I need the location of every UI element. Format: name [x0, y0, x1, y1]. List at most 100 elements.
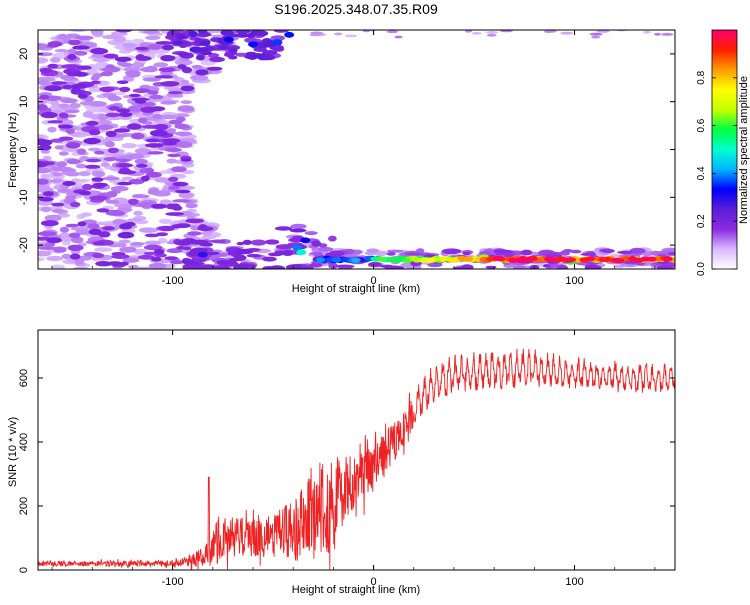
spectrogram-cell — [168, 185, 180, 191]
spectrogram-cell — [246, 253, 262, 258]
spectrogram-cell — [386, 252, 396, 256]
spectrogram-cell — [151, 203, 168, 209]
spectrogram-cell — [76, 65, 92, 70]
spectrogram-cell — [103, 53, 119, 59]
spectrogram-cell — [44, 214, 62, 222]
spectrogram-cell — [140, 175, 150, 182]
spectrogram-cell — [164, 147, 182, 152]
spectrogram-cell — [92, 57, 110, 63]
spectrogram-cell — [131, 62, 145, 68]
colorbar: 0.0 0.2 0.4 0.6 0.8 Normalized spectral ampl… — [696, 29, 750, 276]
snr-axes: -100 0 100 0 200 400 600 — [18, 330, 675, 588]
spectrogram-cell — [264, 239, 280, 245]
spectrogram-cell — [134, 148, 152, 155]
snr-y-tick-label: 0 — [18, 567, 30, 573]
spectrogram-cell — [100, 71, 114, 77]
colorbar-gradient — [712, 30, 737, 269]
spectrogram-cell — [70, 236, 84, 244]
spectrogram-cell — [102, 34, 121, 40]
spectrogram-cell — [39, 246, 56, 250]
spectrogram-cell — [601, 248, 615, 254]
spectrogram-cell — [149, 94, 164, 100]
figure-title: S196.2025.348.07.35.R09 — [274, 1, 438, 17]
spectrogram-cell — [479, 251, 491, 256]
spectrogram-cell — [148, 262, 167, 269]
spectrogram-cell — [134, 99, 147, 104]
spectrogram-cell — [200, 51, 213, 56]
spectrogram-cell — [589, 32, 603, 36]
spectrogram-cell — [262, 266, 274, 269]
spectrogram-cell — [180, 85, 195, 92]
spectrogram-cell — [173, 113, 190, 118]
spectrogram-cell — [89, 195, 108, 201]
spectrogram-cell — [104, 141, 115, 148]
spectrogram-cell — [38, 43, 49, 50]
spectrogram-cell — [105, 112, 120, 118]
spectrogram-cell — [68, 232, 81, 239]
spectrogram-cell — [92, 252, 105, 259]
spectrogram-cell — [104, 116, 124, 121]
spectrogram-cell — [127, 105, 145, 112]
spectrogram-cell — [119, 223, 132, 230]
spectrogram-cell — [76, 148, 87, 155]
spectrogram-cell — [159, 114, 178, 120]
spectrogram-y-tick-label: 0 — [18, 146, 30, 152]
spectrogram-cell — [93, 182, 108, 187]
spectrogram-cell — [190, 74, 209, 81]
snr-plot-area — [38, 330, 675, 570]
spectrogram-cell — [180, 158, 192, 162]
spectrogram-cell — [121, 176, 134, 181]
spectrogram-cell — [83, 137, 101, 145]
spectrogram-cell — [234, 254, 247, 261]
spectrogram-cell — [617, 250, 633, 254]
spectrogram-cell — [165, 212, 185, 216]
spectrogram-cell — [137, 117, 148, 124]
spectrogram-cell — [209, 56, 225, 63]
spectrogram-cell — [168, 176, 179, 182]
spectrogram-y-axis-label: Frequency (Hz) — [7, 112, 19, 188]
spectrogram-cell — [174, 59, 193, 66]
spectrogram-cell — [471, 32, 482, 35]
spectrogram-cell — [366, 248, 380, 253]
spectrogram-cell — [91, 170, 106, 177]
snr-series-line — [38, 348, 675, 570]
snr-series-group — [38, 348, 675, 570]
spectrogram-cell — [162, 141, 178, 146]
snr-y-tick-label: 400 — [18, 433, 30, 451]
spectrogram-cell — [643, 30, 651, 34]
spectrogram-cell — [38, 257, 45, 261]
spectrogram-cell — [38, 178, 49, 185]
snr-x-tick-label: -100 — [162, 576, 184, 588]
spectrogram-cell — [270, 35, 286, 41]
spectrogram-cell — [299, 266, 314, 269]
spectrogram-cell — [228, 55, 238, 60]
spectrogram-cell — [108, 106, 120, 111]
spectrogram-cell — [51, 202, 65, 207]
spectrogram-cell — [72, 45, 90, 50]
spectrogram-cell — [53, 248, 67, 253]
spectrogram-cell — [69, 102, 81, 109]
spectrogram-cell — [118, 239, 131, 244]
spectrogram-cell — [154, 248, 165, 255]
spectrogram-cell — [77, 93, 88, 99]
spectrogram-cell — [191, 64, 203, 69]
spectrogram-cell — [144, 233, 160, 238]
spectrogram-cell — [167, 153, 181, 158]
spectrogram-cell — [218, 253, 228, 257]
spectrogram-cell — [61, 241, 71, 246]
spectrogram-cell — [134, 158, 148, 165]
spectrogram-cell — [144, 240, 162, 246]
spectrogram-cell — [38, 197, 54, 202]
spectrogram-cell — [58, 136, 74, 141]
spectrogram-cell — [611, 257, 622, 263]
spectrogram-cell — [281, 250, 294, 256]
spectrogram-cell — [38, 79, 50, 86]
spectrogram-cell — [65, 172, 80, 177]
colorbar-tick-label: 0.8 — [696, 70, 707, 84]
spectrogram-cell — [661, 33, 674, 36]
snr-y-tick-label: 200 — [18, 497, 30, 515]
spectrogram-cell — [38, 57, 49, 64]
spectrogram-cell — [362, 30, 370, 33]
spectrogram-cell — [128, 93, 141, 98]
